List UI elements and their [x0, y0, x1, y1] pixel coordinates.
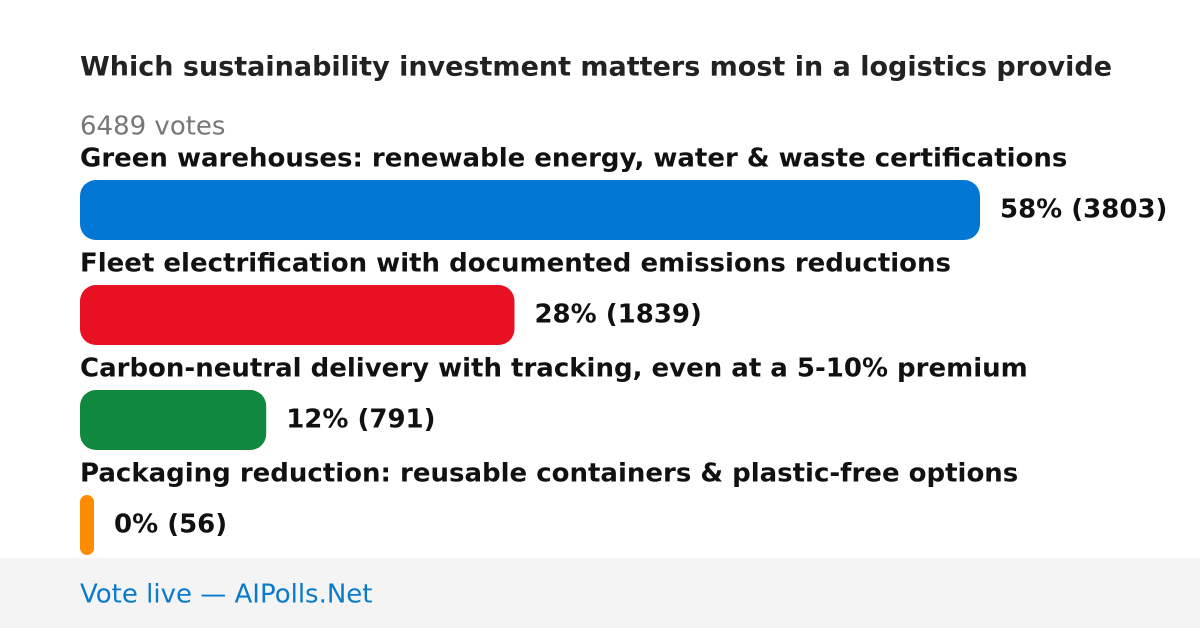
- footer-link[interactable]: Vote live — AIPolls.Net: [80, 580, 373, 610]
- option-label: Packaging reduction: reusable containers…: [80, 459, 1018, 489]
- bar: [80, 495, 94, 555]
- value-label: 0% (56): [114, 510, 227, 540]
- bar: [80, 180, 980, 240]
- value-label: 12% (791): [286, 405, 435, 435]
- footer-bar: [0, 558, 1200, 628]
- bar: [80, 390, 267, 450]
- option-label: Green warehouses: renewable energy, wate…: [80, 144, 1067, 174]
- vote-count: 6489 votes: [80, 112, 225, 142]
- option-label: Fleet electrification with documented em…: [80, 249, 951, 279]
- poll-title: Which sustainability investment matters …: [80, 52, 1112, 83]
- option-label: Carbon-neutral delivery with tracking, e…: [80, 354, 1028, 384]
- bar: [80, 285, 515, 345]
- value-label: 58% (3803): [1000, 195, 1167, 225]
- value-label: 28% (1839): [534, 300, 701, 330]
